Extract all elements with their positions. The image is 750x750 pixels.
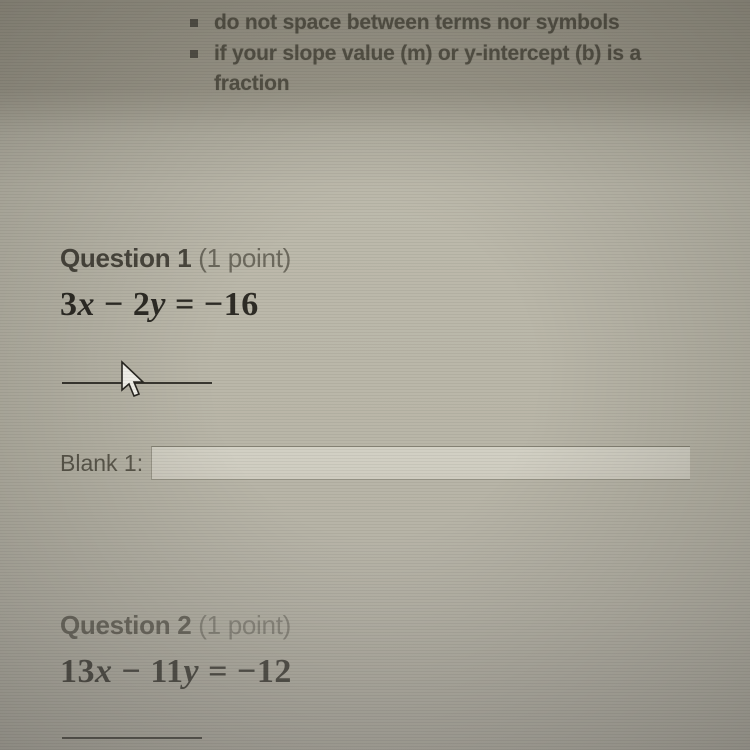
cursor-icon [120,360,150,402]
question-label: Question 1 [60,243,191,273]
question-1-title: Question 1 (1 point) [60,243,690,274]
blank-1-input[interactable] [151,446,690,480]
answer-line-2[interactable] [62,737,202,739]
question-points: (1 point) [198,243,291,273]
instruction-item: if your slope value (m) or y-intercept (… [190,39,690,98]
blank-1-label: Blank 1: [60,450,143,477]
answer-line-1[interactable] [62,382,212,384]
question-1-equation: 3x − 2y = −16 [60,286,690,324]
question-2-title: Question 2 (1 point) [60,610,690,641]
bullet-icon [190,50,198,58]
instruction-text: if your slope value (m) or y-intercept (… [214,39,690,98]
instructions-list: do not space between terms nor symbols i… [60,0,690,98]
question-points: (1 point) [198,610,291,640]
instruction-text: do not space between terms nor symbols [214,8,620,37]
question-2-equation: 13x − 11y = −12 [60,653,690,691]
bullet-icon [190,19,198,27]
question-1-block: Question 1 (1 point) 3x − 2y = −16 Blank… [60,243,690,480]
question-2-block: Question 2 (1 point) 13x − 11y = −12 [60,610,690,739]
question-label: Question 2 [60,610,191,640]
blank-1-row: Blank 1: [60,446,690,480]
instruction-item: do not space between terms nor symbols [190,8,690,37]
